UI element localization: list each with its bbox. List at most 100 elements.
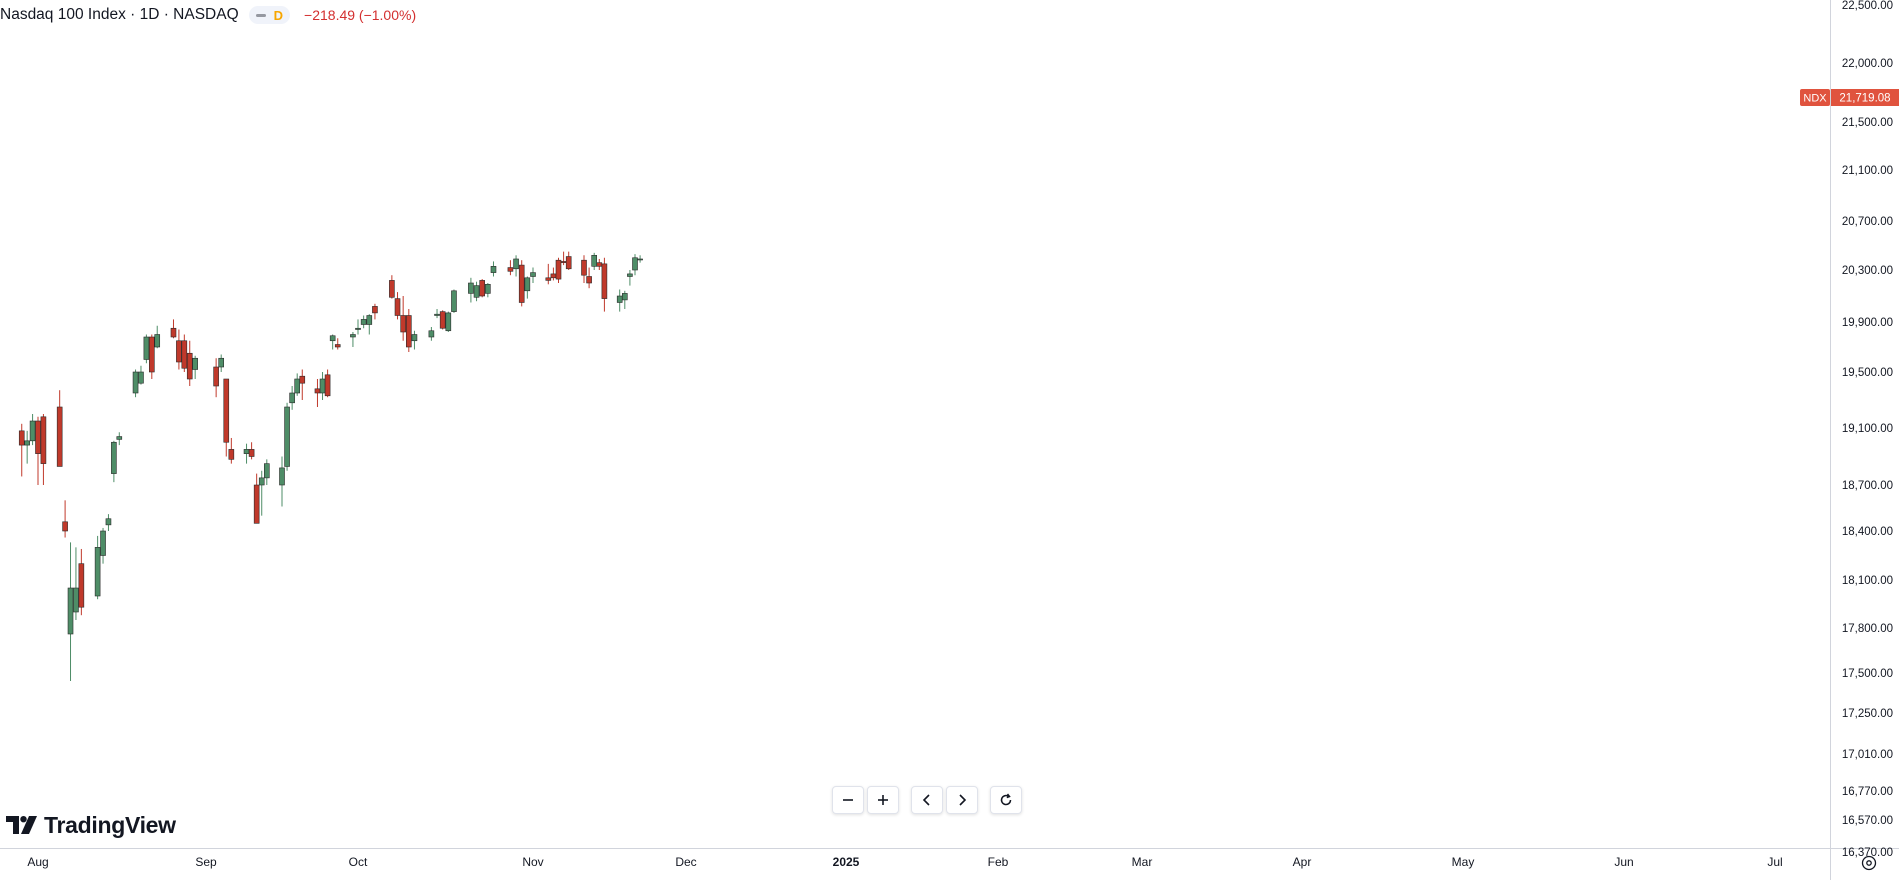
candle (100, 527, 106, 564)
candle (372, 303, 378, 320)
y-tick-label: 19,900.00 (1842, 317, 1893, 329)
scroll-right-button[interactable] (946, 786, 978, 814)
candle (451, 289, 457, 313)
candle-body (350, 334, 356, 338)
x-tick-label: Sep (195, 855, 217, 869)
x-tick-label: Apr (1293, 855, 1312, 869)
candle (35, 416, 41, 485)
y-tick-label: 18,700.00 (1842, 480, 1893, 492)
candle-body (223, 378, 230, 443)
candle (263, 459, 270, 485)
candle (111, 440, 117, 483)
candle-body (389, 280, 395, 298)
candle (468, 277, 474, 303)
candle (445, 311, 452, 332)
candle-body (428, 330, 435, 338)
x-tick-label: Nov (522, 855, 543, 869)
candle (596, 258, 603, 270)
candle (138, 365, 144, 385)
candle (213, 358, 219, 398)
candle (319, 372, 326, 400)
y-tick-label: 20,700.00 (1842, 216, 1893, 228)
ticker-tag-bg (1800, 89, 1830, 106)
candle-body (40, 416, 47, 464)
candle-body (591, 255, 598, 267)
candle (105, 514, 112, 531)
candle-body (601, 263, 608, 299)
time-axis: Aug Sep Oct Nov Dec 2025 Feb Mar Apr May Jun Jul (27, 855, 1782, 869)
candle-body (35, 420, 41, 454)
candle (248, 442, 255, 460)
x-tick-label: Jul (1767, 855, 1782, 869)
last-price-tag: NDX 21,719.08 (1800, 89, 1899, 111)
y-tick-label: 17,500.00 (1842, 668, 1893, 680)
interval-pill[interactable]: D (248, 6, 291, 24)
candle-body (560, 261, 567, 263)
candle-body (154, 334, 161, 348)
candle-body (56, 406, 63, 467)
candle-body (18, 430, 25, 446)
ticker-label: NDX (1803, 93, 1827, 105)
y-tick-label: 21,100.00 (1842, 165, 1893, 177)
candle-body (24, 440, 30, 446)
candle (56, 390, 63, 467)
candle (78, 548, 85, 616)
candle-body (550, 273, 557, 279)
candle-body (596, 262, 603, 267)
candle (473, 281, 480, 302)
candle-body (94, 547, 101, 597)
candle (186, 340, 193, 386)
candle (411, 330, 418, 350)
candle (490, 261, 497, 277)
candle-body (181, 340, 188, 369)
scroll-left-button[interactable] (911, 786, 943, 814)
candle (299, 369, 306, 400)
candle-body (545, 277, 552, 281)
candle-body (299, 375, 306, 384)
last-price-value: 21,719.08 (1839, 93, 1890, 105)
candle (530, 267, 536, 283)
candle (591, 252, 598, 270)
candle-body (372, 306, 378, 314)
chevron-right-icon (959, 794, 967, 806)
candle-body (111, 441, 117, 474)
zoom-out-button[interactable] (832, 786, 864, 814)
interval-badge: D (273, 7, 284, 23)
candle (29, 414, 36, 446)
minus-icon (843, 799, 853, 801)
candle-body (439, 311, 446, 329)
symbol-title[interactable]: Nasdaq 100 Index · 1D · NASDAQ (0, 6, 239, 23)
tradingview-logo[interactable]: TradingView (6, 810, 176, 840)
candle (406, 309, 412, 352)
candle (565, 251, 572, 270)
candle-body (513, 258, 519, 270)
y-tick-label: 16,770.00 (1842, 786, 1893, 798)
candle-body (627, 273, 633, 277)
candle (132, 369, 139, 398)
candle (627, 270, 633, 286)
zoom-in-button[interactable] (867, 786, 899, 814)
candle-body (586, 276, 592, 284)
candle (621, 290, 628, 309)
candle (601, 257, 608, 312)
y-tick-label: 20,300.00 (1842, 265, 1893, 277)
candle-body (284, 406, 290, 467)
candle (518, 260, 525, 307)
candle-body (473, 285, 480, 298)
candles-group (18, 251, 643, 681)
candle-body (581, 259, 587, 276)
candle-body (62, 521, 68, 532)
candle-body (176, 340, 182, 363)
candle (170, 319, 177, 339)
settings-button[interactable] (1858, 852, 1880, 874)
candle (40, 414, 47, 485)
candle (434, 309, 440, 319)
candle (181, 334, 188, 372)
candle (366, 314, 373, 335)
candle (258, 470, 265, 516)
candle-body (329, 335, 336, 342)
candle-body (485, 283, 491, 294)
reset-chart-button[interactable] (990, 786, 1022, 814)
